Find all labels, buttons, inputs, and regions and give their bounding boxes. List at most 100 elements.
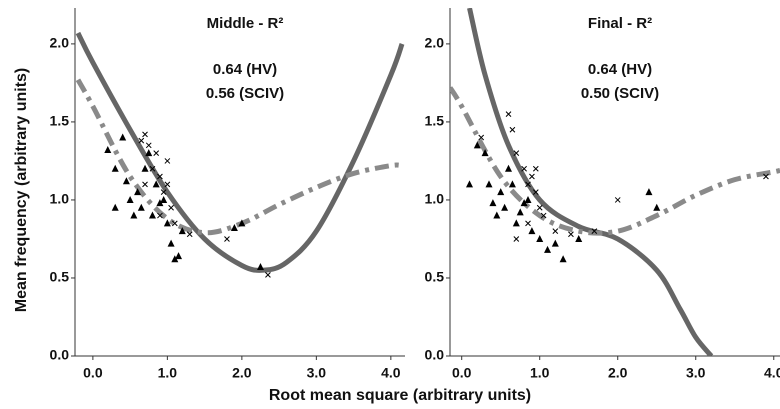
triangle-point: [111, 203, 119, 211]
triangle-point: [575, 234, 583, 242]
y-tick-label: 1.0: [425, 191, 445, 207]
cross-point: [532, 165, 539, 172]
triangle-point: [508, 180, 516, 188]
y-tick-label: 1.0: [50, 191, 70, 207]
triangle-point: [520, 199, 528, 207]
cross-point: [529, 173, 535, 180]
triangle-point: [544, 245, 552, 253]
x-tick-label: 2.0: [232, 365, 252, 381]
cross-point: [505, 111, 512, 117]
plot-area: [75, 31, 405, 278]
triangle-point: [160, 195, 168, 203]
cross-point: [224, 236, 230, 242]
cross-point: [157, 173, 163, 180]
triangle-point: [645, 188, 653, 196]
cross-point: [164, 158, 171, 164]
triangle-point: [551, 239, 559, 247]
triangle-point: [536, 234, 544, 242]
x-tick-label: 4.0: [764, 365, 780, 381]
triangle-point: [175, 252, 183, 260]
triangle-point: [501, 203, 509, 211]
cross-point: [521, 165, 527, 172]
y-tick-label: 1.5: [425, 113, 445, 129]
cross-point: [591, 228, 598, 235]
triangle-point: [230, 224, 238, 232]
triangle-point: [559, 255, 567, 263]
triangle-point: [126, 195, 134, 203]
cross-point: [552, 228, 559, 235]
triangle-point: [148, 211, 156, 219]
y-tick-label: 0.5: [50, 269, 70, 285]
y-tick-label: 2.0: [50, 35, 70, 51]
cross-point: [513, 150, 520, 156]
triangle-point: [528, 227, 536, 235]
cross-point: [138, 137, 145, 144]
y-tick-label: 1.5: [50, 113, 70, 129]
triangle-point: [122, 177, 130, 185]
triangle-point: [145, 149, 153, 157]
fit-curve-dashdot: [450, 86, 780, 236]
panel-title: Middle - R²: [207, 15, 284, 32]
triangle-point: [134, 188, 142, 196]
cross-point: [142, 131, 148, 138]
annotation: 0.56 (SCIV): [206, 85, 284, 102]
cross-point: [509, 126, 516, 133]
triangle-point: [493, 211, 501, 219]
cross-point: [186, 231, 193, 238]
triangle-point: [497, 188, 505, 196]
triangle-point: [256, 263, 264, 271]
cross-point: [168, 204, 174, 211]
cross-point: [171, 220, 178, 227]
x-tick-label: 0.0: [452, 365, 472, 381]
triangle-point: [489, 199, 497, 207]
triangle-point: [505, 164, 513, 172]
x-tick-label: 4.0: [381, 365, 401, 381]
cross-point: [149, 165, 156, 172]
y-axis-label: Mean frequency (arbitrary units): [13, 68, 30, 313]
triangle-point: [466, 180, 474, 188]
x-tick-label: 3.0: [307, 365, 327, 381]
triangle-point: [119, 133, 127, 141]
triangle-point: [653, 203, 661, 211]
y-tick-label: 2.0: [425, 35, 445, 51]
triangle-point: [104, 146, 112, 154]
x-tick-label: 1.0: [530, 365, 550, 381]
triangle-point: [141, 164, 149, 172]
x-axis-label: Root mean square (arbitrary units): [269, 387, 531, 404]
x-tick-label: 3.0: [686, 365, 706, 381]
cross-point: [525, 181, 531, 188]
cross-point: [142, 181, 148, 188]
triangle-point: [512, 219, 520, 227]
triangle-point: [152, 180, 160, 188]
triangle-point: [111, 164, 119, 172]
cross-point: [513, 236, 520, 242]
triangle-point: [156, 199, 164, 207]
annotation: 0.64 (HV): [213, 61, 277, 78]
cross-point: [478, 134, 485, 141]
annotation: 0.50 (SCIV): [581, 85, 659, 102]
panel-title: Final - R²: [588, 15, 652, 32]
triangle-point: [137, 203, 145, 211]
y-tick-label: 0.0: [425, 347, 445, 363]
y-tick-label: 0.0: [50, 347, 70, 363]
cross-point: [265, 271, 271, 278]
triangle-point: [130, 211, 138, 219]
triangle-point: [163, 219, 171, 227]
x-tick-label: 0.0: [83, 365, 103, 381]
cross-point: [164, 181, 171, 188]
triangle-point: [524, 195, 532, 203]
x-tick-label: 1.0: [158, 365, 178, 381]
cross-point: [145, 142, 152, 149]
cross-point: [763, 173, 769, 180]
fit-curve: [75, 31, 405, 273]
triangle-point: [171, 255, 179, 263]
triangle-point: [516, 208, 524, 216]
cross-point: [540, 212, 547, 219]
cross-point: [532, 189, 539, 195]
triangle-point: [178, 227, 186, 235]
triangle-point: [167, 239, 175, 247]
triangle-point: [238, 219, 246, 227]
x-tick-label: 2.0: [608, 365, 628, 381]
y-tick-label: 0.5: [425, 269, 445, 285]
